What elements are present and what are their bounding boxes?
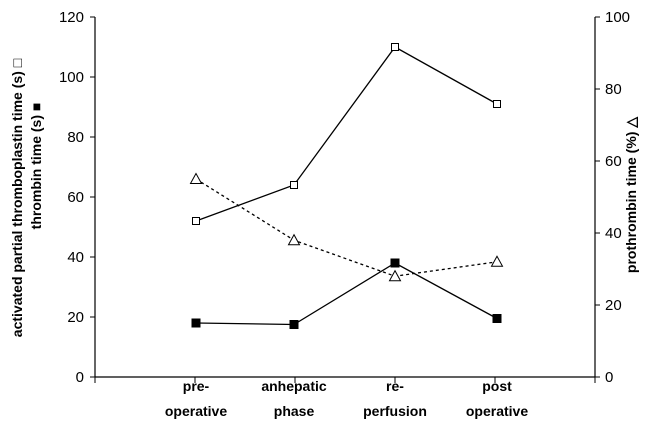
right-tick-label: 20	[605, 297, 622, 314]
plot-axes	[90, 16, 600, 383]
right-axis-title-prothrombin: prothrombin time (%) △	[623, 116, 639, 273]
x-category-label: operative	[466, 403, 528, 419]
filled-square-point	[492, 314, 502, 323]
right-tick-label: 40	[605, 225, 622, 242]
left-axis-title-aptt: activated partial thromboplastin time (s…	[9, 58, 25, 337]
x-category-label: pre-	[183, 378, 210, 394]
left-tick-label: 60	[67, 189, 84, 206]
open-square-point	[493, 100, 501, 108]
left-tick-label: 40	[67, 249, 84, 266]
open-triangle-point	[490, 255, 504, 267]
series-markers	[189, 43, 504, 329]
left-tick-label: 0	[76, 369, 84, 386]
open-triangle-point	[189, 172, 203, 184]
filled-square-point	[289, 320, 299, 329]
series-line-filled-square	[195, 262, 498, 326]
left-axis-title-thrombin: thrombin time (s) ■	[28, 103, 44, 230]
open-square-point	[192, 217, 200, 225]
left-tick-label: 20	[67, 309, 84, 326]
x-category-label: perfusion	[363, 403, 427, 419]
right-tick-label: 60	[605, 153, 622, 170]
open-square-point	[290, 181, 298, 189]
right-tick-label: 80	[605, 81, 622, 98]
right-tick-label: 0	[605, 369, 613, 386]
open-triangle-point	[287, 233, 301, 246]
filled-square-point	[191, 318, 201, 328]
left-tick-label: 120	[59, 9, 84, 26]
series-lines	[195, 46, 498, 326]
open-triangle-point	[388, 269, 402, 282]
x-category-label: re-	[386, 378, 404, 394]
series-line-open-square	[195, 46, 498, 222]
category-labels: pre-operative anhepatic phase re-perfusion p…	[165, 378, 528, 419]
tick-labels: 0 20 40 60 80 100 120 0 20 40 60 80 100	[59, 9, 630, 386]
right-tick-label: 100	[605, 9, 630, 26]
left-tick-label: 100	[59, 69, 84, 86]
left-tick-label: 80	[67, 129, 84, 146]
open-square-point	[391, 43, 399, 51]
x-category-label: post	[482, 378, 512, 394]
x-category-label: anhepatic	[261, 378, 327, 394]
x-category-label: phase	[274, 403, 315, 419]
filled-square-point	[390, 258, 400, 268]
series-line-open-triangle	[195, 178, 498, 277]
x-category-label: operative	[165, 403, 227, 419]
